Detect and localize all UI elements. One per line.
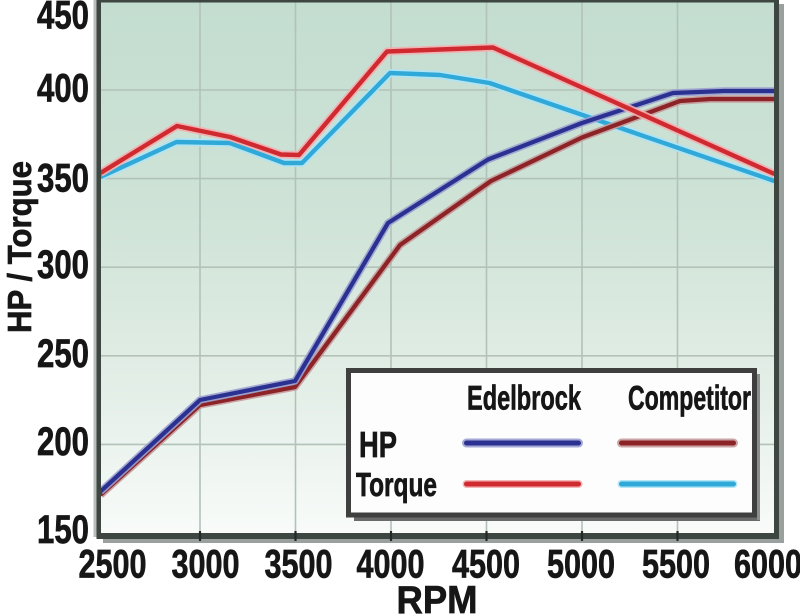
svg-text:400: 400 [37, 67, 89, 111]
svg-text:Torque: Torque [356, 466, 437, 503]
svg-text:150: 150 [37, 508, 89, 552]
svg-text:HP: HP [359, 424, 397, 465]
svg-text:2500: 2500 [79, 543, 147, 587]
svg-text:350: 350 [37, 157, 89, 201]
svg-text:250: 250 [37, 332, 89, 376]
svg-text:450: 450 [37, 0, 89, 38]
svg-text:6000: 6000 [734, 543, 800, 587]
svg-text:200: 200 [37, 420, 89, 464]
svg-text:3500: 3500 [265, 543, 333, 587]
svg-text:5000: 5000 [547, 543, 615, 587]
svg-text:HP / Torque: HP / Torque [2, 161, 39, 333]
svg-text:Competitor: Competitor [628, 380, 751, 418]
svg-text:300: 300 [37, 243, 89, 287]
svg-text:4000: 4000 [357, 543, 425, 587]
svg-text:RPM: RPM [397, 579, 478, 614]
svg-text:3000: 3000 [172, 543, 240, 587]
svg-text:Edelbrock: Edelbrock [467, 380, 582, 418]
svg-text:5500: 5500 [642, 543, 710, 587]
svg-text:4500: 4500 [452, 543, 520, 587]
